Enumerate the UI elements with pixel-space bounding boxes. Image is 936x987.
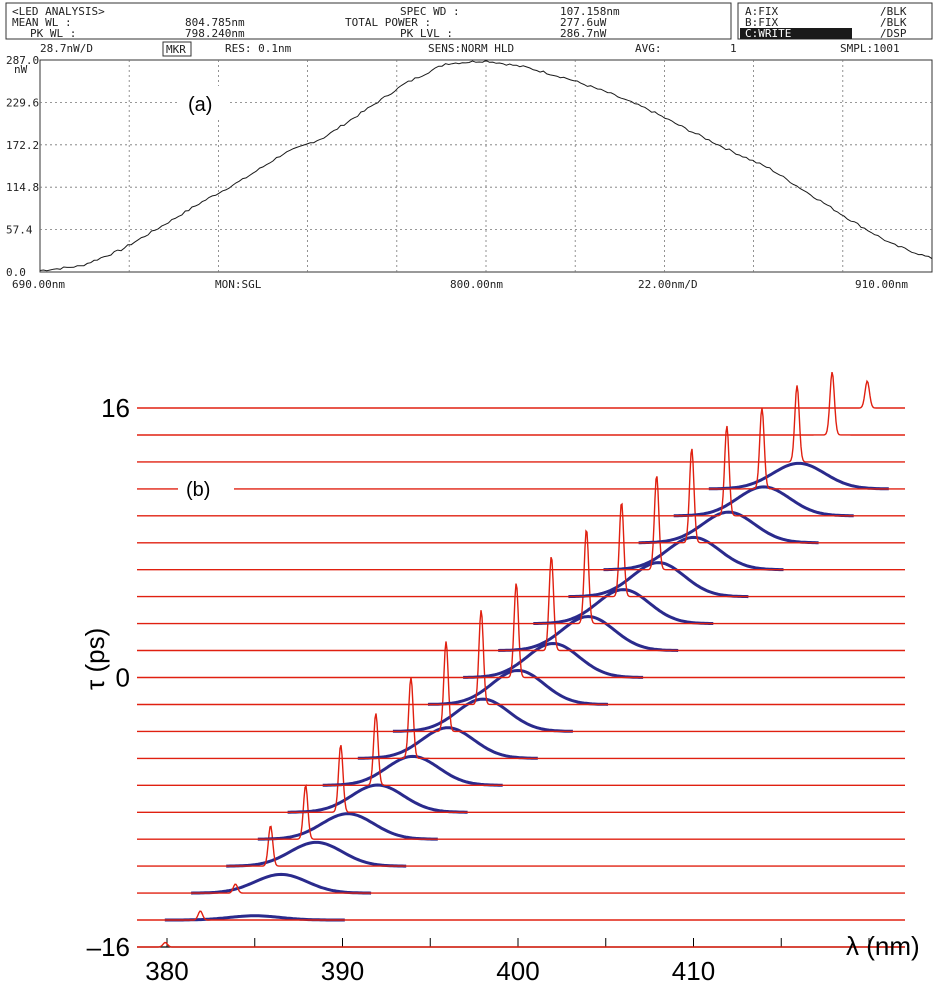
- osa-spec-wd-value: 107.158nm: [560, 5, 620, 18]
- blue-trace: [322, 754, 503, 787]
- osa-y-unit: nW: [14, 63, 28, 76]
- panel-b-label: (b): [186, 479, 210, 501]
- osa-y-tick-label: 172.2: [6, 139, 39, 152]
- red-trace: [137, 556, 905, 652]
- red-trace: [137, 529, 905, 625]
- osa-y-tick-label: 287.0: [6, 54, 39, 67]
- red-trace: [137, 583, 905, 679]
- panel-b-label-bg: [178, 472, 234, 504]
- panel-a-label-bg: [178, 86, 230, 120]
- y-tick-label: –16: [87, 932, 130, 962]
- osa-start-wl: 690.00nm: [12, 278, 65, 291]
- osa-trace-c-highlight: [740, 28, 852, 39]
- osa-mean-wl-label: MEAN WL :: [12, 16, 72, 29]
- red-trace: [137, 783, 905, 840]
- osa-y-tick-label: 57.4: [6, 224, 33, 237]
- red-trace: [137, 407, 905, 490]
- osa-trace-c-mode: /DSP: [880, 27, 907, 40]
- osa-mkr-box: [162, 41, 192, 57]
- osa-pk-lvl-value: 286.7nW: [560, 27, 607, 40]
- x-tick-label: 390: [321, 956, 364, 986]
- blue-trace: [427, 668, 609, 706]
- osa-y-tick-label: 114.8: [6, 181, 39, 194]
- red-trace: [137, 677, 905, 760]
- y-tick-label: 16: [101, 393, 130, 423]
- blue-trace: [226, 840, 407, 868]
- osa-total-power-label: TOTAL POWER :: [345, 16, 431, 29]
- x-tick-label: 400: [496, 956, 539, 986]
- blue-trace: [533, 588, 714, 625]
- waterfall-labels: (b) λ (nm) τ (ps): [80, 472, 920, 961]
- blue-trace: [463, 641, 644, 679]
- red-trace: [137, 425, 905, 517]
- red-trace: [137, 883, 905, 894]
- osa-trace-c: C:WRITE: [745, 27, 791, 40]
- waterfall-axes: 380 390 400 410 16 0 –16: [87, 393, 905, 986]
- osa-span-div: 22.00nm/D: [638, 278, 698, 291]
- blue-trace: [638, 510, 819, 545]
- osa-smpl: SMPL:1001: [840, 42, 900, 55]
- osa-pk-lvl-label: PK LVL :: [400, 27, 453, 40]
- osa-y-tick-label: 0.0: [6, 266, 26, 279]
- blue-trace: [673, 485, 854, 518]
- x-tick-label: 410: [672, 956, 715, 986]
- red-trace: [137, 385, 905, 463]
- x-axis-title: λ (nm): [846, 931, 920, 961]
- osa-avg-value: 1: [730, 42, 737, 55]
- osa-total-power-value: 277.6uW: [560, 16, 607, 29]
- red-trace: [137, 610, 905, 706]
- osa-mkr: MKR: [166, 43, 186, 56]
- blue-trace: [357, 726, 538, 760]
- osa-sens: SENS:NORM HLD: [428, 42, 514, 55]
- x-tick-label: 380: [145, 956, 188, 986]
- blue-trace: [498, 614, 679, 652]
- y-axis-title: τ (ps): [80, 628, 110, 690]
- osa-trace-b-mode: /BLK: [880, 16, 907, 29]
- red-trace: [137, 448, 905, 544]
- osa-trace-a: A:FIX: [745, 5, 778, 18]
- osa-mon: MON:SGL: [215, 278, 262, 291]
- osa-pk-wl-value: 798.240nm: [185, 27, 245, 40]
- osa-spectrum-trace: [39, 59, 933, 272]
- blue-trace: [603, 535, 784, 572]
- red-trace: [137, 502, 905, 598]
- waterfall-traces: [137, 371, 905, 948]
- red-trace: [137, 825, 905, 867]
- red-trace: [137, 379, 905, 409]
- osa-mode: <LED ANALYSIS>: [12, 5, 105, 18]
- red-trace: [137, 371, 905, 436]
- panel-b-waterfall: 380 390 400 410 16 0 –16 (b) λ (nm) τ (ps): [80, 371, 920, 986]
- osa-mean-wl-value: 804.785nm: [185, 16, 245, 29]
- panel-a-osa-spectrum: <LED ANALYSIS> SPEC WD : 107.158nm A:FIX…: [5, 2, 933, 291]
- red-trace: [137, 910, 905, 921]
- osa-header-box: [5, 2, 732, 40]
- red-trace: [137, 941, 905, 948]
- blue-trace: [568, 561, 749, 599]
- y-tick-label: 0: [116, 663, 130, 693]
- blue-trace: [708, 461, 889, 491]
- blue-trace: [191, 872, 372, 895]
- osa-avg-label: AVG:: [635, 42, 662, 55]
- osa-pk-wl-label: PK WL :: [30, 27, 76, 40]
- red-trace: [137, 641, 905, 733]
- osa-stop-wl: 910.00nm: [855, 278, 908, 291]
- blue-trace: [287, 783, 468, 814]
- blue-trace: [257, 812, 438, 841]
- red-trace: [137, 713, 905, 786]
- osa-center-wl: 800.00nm: [450, 278, 503, 291]
- blue-trace: [392, 697, 573, 733]
- osa-y-tick-label: 229.6: [6, 96, 39, 109]
- red-trace: [137, 476, 905, 571]
- osa-plot-area: 287.0 229.6 172.2 114.8 57.4 0.0 nW: [6, 54, 933, 279]
- panel-a-label: (a): [188, 94, 212, 116]
- osa-trace-b: B:FIX: [745, 16, 778, 29]
- osa-res: RES: 0.1nm: [225, 42, 292, 55]
- osa-trace-a-mode: /BLK: [880, 5, 907, 18]
- red-trace: [137, 744, 905, 813]
- osa-spec-wd-label: SPEC WD :: [400, 5, 460, 18]
- osa-scale: 28.7nW/D: [40, 42, 93, 55]
